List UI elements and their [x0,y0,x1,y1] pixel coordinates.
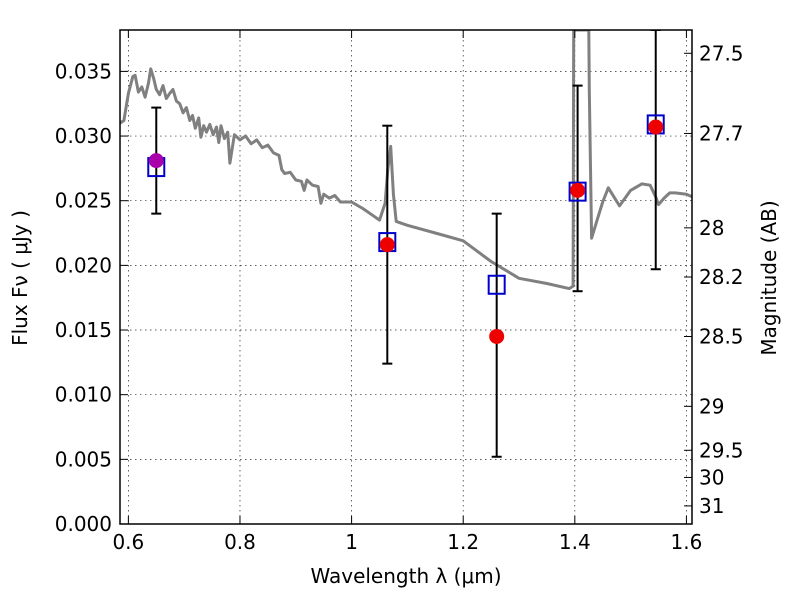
plot-area [120,30,692,458]
y-tick-label-left: 0.015 [55,318,112,342]
y-tick-label-left: 0.035 [55,59,112,83]
x-axis-label: Wavelength λ (μm) [310,564,501,588]
y-tick-label-right: 31 [699,494,724,518]
axes: 0.6 0.8 1 1.2 1.4 1.6 0.000 0.005 0.010 0.015 0.02… [55,29,744,554]
y-tick-label-right: 28.5 [699,324,744,348]
model-photometry-square [487,274,506,295]
x-tick-label: 0.8 [224,530,256,554]
observed-point [489,328,505,344]
x-tick-label: 1.2 [447,530,479,554]
y-tick-label-right: 30 [699,465,724,489]
x-tick-label: 0.6 [112,530,144,554]
y-tick-label-right: 27.5 [699,41,744,65]
model-sed-line [120,30,692,291]
observed-point [379,237,395,253]
grid-lines [120,30,692,524]
observed-point [570,182,586,198]
y-tick-label-left: 0.005 [55,447,112,471]
y-tick-label-left: 0.010 [55,383,112,407]
plot-frame [119,29,693,525]
y-axis-label-right: Magnitude (AB) [757,200,781,355]
y-tick-label-right: 29 [699,394,724,418]
x-tick-label: 1.4 [559,530,591,554]
y-tick-label-left: 0.025 [55,189,112,213]
y-axis-label-left: Flux Fν ( μJy ) [8,210,32,346]
y-tick-label-left: 0.030 [55,124,112,148]
observed-point [648,119,664,135]
y-tick-label-right: 28 [699,216,724,240]
y-tick-label-left: 0.020 [55,253,112,277]
x-tick-label: 1 [345,530,358,554]
y-tick-label-right: 29.5 [699,438,744,462]
y-tick-label-right: 27.7 [699,121,744,145]
y-tick-label-left: 0.000 [55,512,112,536]
model-photometry-square [568,181,587,202]
x-tick-label: 1.6 [671,530,703,554]
y-tick-label-right: 28.2 [699,265,744,289]
observed-point [148,153,164,169]
